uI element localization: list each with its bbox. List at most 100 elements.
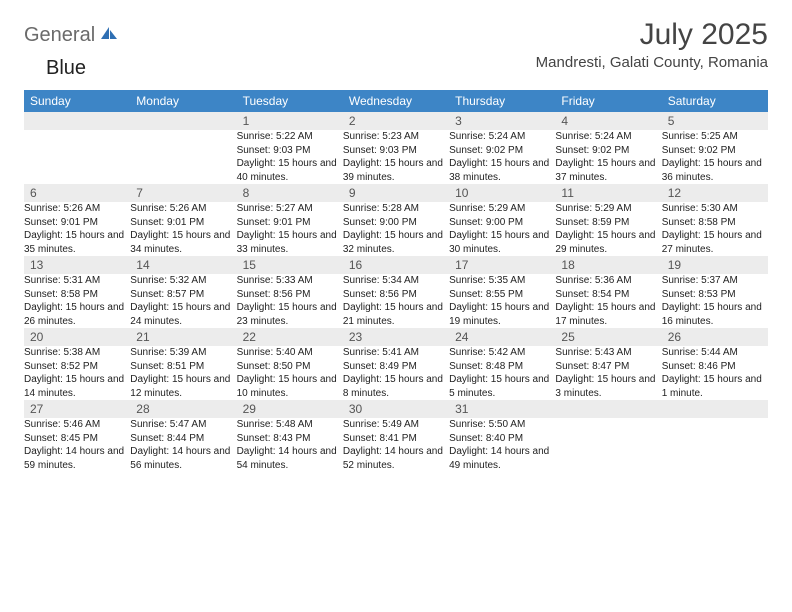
day-number-cell: 22 xyxy=(237,328,343,346)
col-mon: Monday xyxy=(130,90,236,112)
day-number-cell: 24 xyxy=(449,328,555,346)
sunset-line: Sunset: 9:02 PM xyxy=(662,145,736,156)
daylight-line: Daylight: 15 hours and 32 minutes. xyxy=(343,230,443,255)
daylight-line: Daylight: 15 hours and 21 minutes. xyxy=(343,302,443,327)
location: Mandresti, Galati County, Romania xyxy=(536,54,768,71)
day-number-cell: 14 xyxy=(130,256,236,274)
sunset-line: Sunset: 8:48 PM xyxy=(449,361,523,372)
day-detail-cell: Sunrise: 5:29 AMSunset: 8:59 PMDaylight:… xyxy=(555,202,661,256)
daylight-line: Daylight: 15 hours and 19 minutes. xyxy=(449,302,549,327)
daynum-row: 20212223242526 xyxy=(24,328,768,346)
day-number: 27 xyxy=(24,400,130,418)
day-detail-cell: Sunrise: 5:44 AMSunset: 8:46 PMDaylight:… xyxy=(662,346,768,400)
daylight-line: Daylight: 14 hours and 49 minutes. xyxy=(449,446,549,471)
day-detail-cell xyxy=(24,130,130,184)
day-number: 19 xyxy=(662,256,768,274)
sunrise-line: Sunrise: 5:48 AM xyxy=(237,419,313,430)
day-detail-cell: Sunrise: 5:22 AMSunset: 9:03 PMDaylight:… xyxy=(237,130,343,184)
day-number: 16 xyxy=(343,256,449,274)
day-detail-cell: Sunrise: 5:31 AMSunset: 8:58 PMDaylight:… xyxy=(24,274,130,328)
day-number: 7 xyxy=(130,184,236,202)
sunrise-line: Sunrise: 5:37 AM xyxy=(662,275,738,286)
title-block: July 2025 Mandresti, Galati County, Roma… xyxy=(536,18,768,71)
day-number: 11 xyxy=(555,184,661,202)
sunset-line: Sunset: 8:56 PM xyxy=(237,289,311,300)
day-detail-cell: Sunrise: 5:49 AMSunset: 8:41 PMDaylight:… xyxy=(343,418,449,472)
day-detail-cell: Sunrise: 5:41 AMSunset: 8:49 PMDaylight:… xyxy=(343,346,449,400)
daynum-row: 6789101112 xyxy=(24,184,768,202)
weekday-header-row: Sunday Monday Tuesday Wednesday Thursday… xyxy=(24,90,768,112)
sunrise-line: Sunrise: 5:32 AM xyxy=(130,275,206,286)
col-tue: Tuesday xyxy=(237,90,343,112)
daylight-line: Daylight: 15 hours and 5 minutes. xyxy=(449,374,549,399)
calendar-body: 12345 Sunrise: 5:22 AMSunset: 9:03 PMDay… xyxy=(24,112,768,472)
sunset-line: Sunset: 8:49 PM xyxy=(343,361,417,372)
daylight-line: Daylight: 15 hours and 39 minutes. xyxy=(343,158,443,183)
daylight-line: Daylight: 15 hours and 33 minutes. xyxy=(237,230,337,255)
day-number: 26 xyxy=(662,328,768,346)
day-number-cell: 23 xyxy=(343,328,449,346)
sunset-line: Sunset: 9:01 PM xyxy=(130,217,204,228)
day-number-cell: 12 xyxy=(662,184,768,202)
day-number-cell: 25 xyxy=(555,328,661,346)
day-detail-cell: Sunrise: 5:46 AMSunset: 8:45 PMDaylight:… xyxy=(24,418,130,472)
day-detail-cell: Sunrise: 5:26 AMSunset: 9:01 PMDaylight:… xyxy=(24,202,130,256)
day-detail-cell: Sunrise: 5:37 AMSunset: 8:53 PMDaylight:… xyxy=(662,274,768,328)
sunset-line: Sunset: 8:55 PM xyxy=(449,289,523,300)
daylight-line: Daylight: 15 hours and 23 minutes. xyxy=(237,302,337,327)
day-detail-cell: Sunrise: 5:47 AMSunset: 8:44 PMDaylight:… xyxy=(130,418,236,472)
day-number: 1 xyxy=(237,112,343,130)
day-number-cell: 13 xyxy=(24,256,130,274)
day-detail-cell xyxy=(662,418,768,472)
sunset-line: Sunset: 8:54 PM xyxy=(555,289,629,300)
daylight-line: Daylight: 15 hours and 17 minutes. xyxy=(555,302,655,327)
day-number-cell xyxy=(662,400,768,418)
sunrise-line: Sunrise: 5:44 AM xyxy=(662,347,738,358)
day-number-cell: 26 xyxy=(662,328,768,346)
day-number: 6 xyxy=(24,184,130,202)
sunrise-line: Sunrise: 5:22 AM xyxy=(237,131,313,142)
month-title: July 2025 xyxy=(536,18,768,52)
day-number: 2 xyxy=(343,112,449,130)
day-number: 25 xyxy=(555,328,661,346)
day-number-cell: 10 xyxy=(449,184,555,202)
day-number: 15 xyxy=(237,256,343,274)
day-number-cell: 15 xyxy=(237,256,343,274)
sunset-line: Sunset: 8:59 PM xyxy=(555,217,629,228)
day-number-cell: 29 xyxy=(237,400,343,418)
day-number-cell: 18 xyxy=(555,256,661,274)
day-detail-cell: Sunrise: 5:24 AMSunset: 9:02 PMDaylight:… xyxy=(449,130,555,184)
day-number: 14 xyxy=(130,256,236,274)
daylight-line: Daylight: 15 hours and 29 minutes. xyxy=(555,230,655,255)
day-number: 28 xyxy=(130,400,236,418)
daylight-line: Daylight: 14 hours and 56 minutes. xyxy=(130,446,230,471)
day-number: 23 xyxy=(343,328,449,346)
sunrise-line: Sunrise: 5:31 AM xyxy=(24,275,100,286)
daylight-line: Daylight: 15 hours and 30 minutes. xyxy=(449,230,549,255)
day-number: 21 xyxy=(130,328,236,346)
sunrise-line: Sunrise: 5:46 AM xyxy=(24,419,100,430)
day-number-cell: 28 xyxy=(130,400,236,418)
day-detail-cell xyxy=(130,130,236,184)
sunrise-line: Sunrise: 5:25 AM xyxy=(662,131,738,142)
daylight-line: Daylight: 15 hours and 24 minutes. xyxy=(130,302,230,327)
sunrise-line: Sunrise: 5:23 AM xyxy=(343,131,419,142)
sunset-line: Sunset: 8:46 PM xyxy=(662,361,736,372)
day-number: 5 xyxy=(662,112,768,130)
sunset-line: Sunset: 8:40 PM xyxy=(449,433,523,444)
sunrise-line: Sunrise: 5:39 AM xyxy=(130,347,206,358)
sunrise-line: Sunrise: 5:29 AM xyxy=(449,203,525,214)
day-detail-cell: Sunrise: 5:38 AMSunset: 8:52 PMDaylight:… xyxy=(24,346,130,400)
day-number: 30 xyxy=(343,400,449,418)
logo-sail-icon xyxy=(97,24,119,47)
day-number-cell: 3 xyxy=(449,112,555,130)
sunrise-line: Sunrise: 5:40 AM xyxy=(237,347,313,358)
day-number-cell: 31 xyxy=(449,400,555,418)
day-detail-cell: Sunrise: 5:50 AMSunset: 8:40 PMDaylight:… xyxy=(449,418,555,472)
col-sat: Saturday xyxy=(662,90,768,112)
sunrise-line: Sunrise: 5:35 AM xyxy=(449,275,525,286)
daylight-line: Daylight: 15 hours and 10 minutes. xyxy=(237,374,337,399)
sunset-line: Sunset: 8:41 PM xyxy=(343,433,417,444)
logo-text-1: General xyxy=(24,24,95,47)
day-number-cell: 7 xyxy=(130,184,236,202)
